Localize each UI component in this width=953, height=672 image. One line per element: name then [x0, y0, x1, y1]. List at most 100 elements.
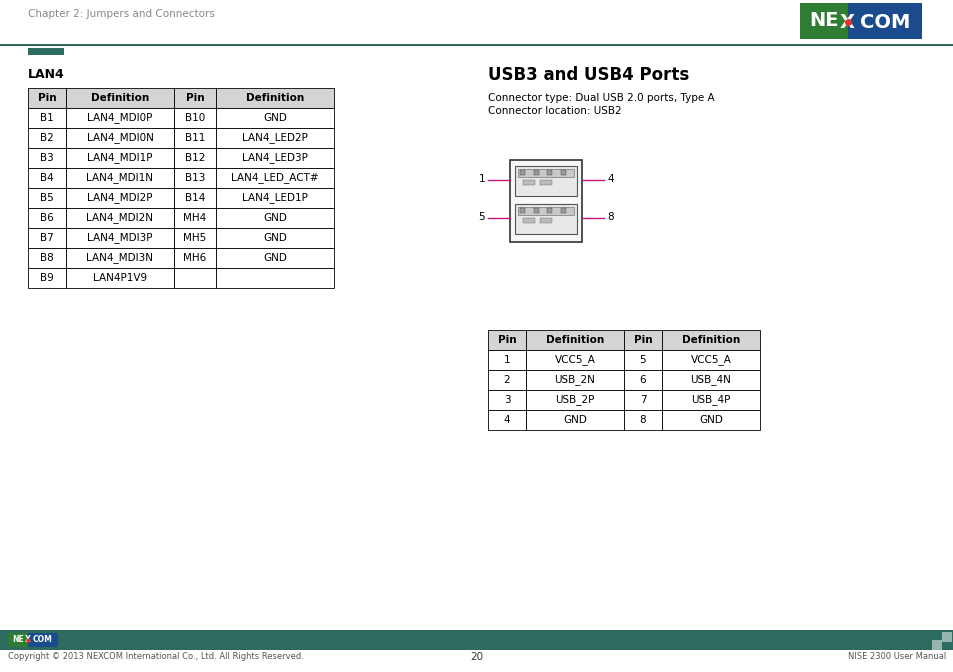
- Bar: [0, 0, 953, 55]
- Text: B1: B1: [40, 113, 53, 123]
- Text: Pin: Pin: [38, 93, 56, 103]
- Text: B6: B6: [40, 213, 53, 223]
- Bar: [0, 630, 953, 650]
- Text: LAN4_MDI1P: LAN4_MDI1P: [87, 153, 152, 163]
- Text: USB_2N: USB_2N: [554, 374, 595, 386]
- Text: Connector location: USB2: Connector location: USB2: [488, 106, 621, 116]
- Text: GND: GND: [263, 253, 287, 263]
- Bar: [547, 170, 552, 175]
- Text: LAN4_MDI2N: LAN4_MDI2N: [87, 212, 153, 224]
- Text: 20: 20: [470, 652, 483, 662]
- Bar: [515, 166, 577, 196]
- Bar: [488, 390, 525, 410]
- Bar: [215, 208, 334, 228]
- Bar: [539, 180, 552, 185]
- Text: B7: B7: [40, 233, 53, 243]
- Text: VCC5_A: VCC5_A: [690, 355, 731, 366]
- Bar: [28, 188, 66, 208]
- Bar: [661, 330, 760, 350]
- Bar: [525, 410, 623, 430]
- Text: VCC5_A: VCC5_A: [554, 355, 595, 366]
- Bar: [173, 268, 215, 288]
- Text: GND: GND: [562, 415, 586, 425]
- Bar: [661, 370, 760, 390]
- Bar: [215, 128, 334, 148]
- Text: LAN4_MDI3N: LAN4_MDI3N: [87, 253, 153, 263]
- Bar: [28, 248, 66, 268]
- Text: NISE 2300 User Manual: NISE 2300 User Manual: [847, 652, 945, 661]
- Bar: [173, 108, 215, 128]
- Bar: [525, 390, 623, 410]
- Bar: [510, 160, 581, 242]
- Text: Pin: Pin: [497, 335, 516, 345]
- Bar: [28, 128, 66, 148]
- Text: Pin: Pin: [186, 93, 204, 103]
- Text: LAN4_LED2P: LAN4_LED2P: [242, 132, 308, 143]
- Bar: [28, 148, 66, 168]
- Text: Definition: Definition: [246, 93, 304, 103]
- Text: B4: B4: [40, 173, 53, 183]
- Text: B11: B11: [185, 133, 205, 143]
- Text: LAN4P1V9: LAN4P1V9: [92, 273, 147, 283]
- Bar: [28, 88, 66, 108]
- Bar: [173, 88, 215, 108]
- Bar: [661, 390, 760, 410]
- Text: 8: 8: [606, 212, 613, 222]
- Bar: [560, 208, 565, 213]
- Text: 3: 3: [503, 395, 510, 405]
- Bar: [517, 169, 574, 177]
- Bar: [525, 350, 623, 370]
- Text: 6: 6: [639, 375, 645, 385]
- Bar: [28, 208, 66, 228]
- Bar: [28, 168, 66, 188]
- Bar: [173, 188, 215, 208]
- Bar: [522, 180, 535, 185]
- Bar: [28, 48, 64, 55]
- Bar: [66, 248, 173, 268]
- Bar: [173, 248, 215, 268]
- Bar: [215, 188, 334, 208]
- Text: NE: NE: [808, 11, 838, 30]
- Text: LAN4_MDI0N: LAN4_MDI0N: [87, 132, 153, 143]
- Bar: [28, 268, 66, 288]
- Bar: [488, 370, 525, 390]
- Bar: [28, 108, 66, 128]
- Bar: [173, 128, 215, 148]
- Text: B9: B9: [40, 273, 53, 283]
- Text: B8: B8: [40, 253, 53, 263]
- Bar: [533, 208, 538, 213]
- Bar: [517, 207, 574, 215]
- Bar: [66, 188, 173, 208]
- Bar: [560, 170, 565, 175]
- Text: GND: GND: [699, 415, 722, 425]
- Bar: [173, 168, 215, 188]
- Text: LAN4_LED3P: LAN4_LED3P: [242, 153, 308, 163]
- Text: B10: B10: [185, 113, 205, 123]
- Text: B5: B5: [40, 193, 53, 203]
- Bar: [215, 108, 334, 128]
- Bar: [488, 410, 525, 430]
- Text: 5: 5: [639, 355, 645, 365]
- Text: 7: 7: [639, 395, 645, 405]
- Bar: [173, 228, 215, 248]
- Bar: [931, 640, 941, 650]
- Bar: [941, 632, 951, 642]
- Text: LAN4_MDI1N: LAN4_MDI1N: [87, 173, 153, 183]
- Bar: [522, 218, 535, 223]
- Bar: [215, 228, 334, 248]
- Text: Definition: Definition: [91, 93, 149, 103]
- Text: X: X: [839, 13, 854, 32]
- Text: USB3 and USB4 Ports: USB3 and USB4 Ports: [488, 66, 688, 84]
- Text: Definition: Definition: [681, 335, 740, 345]
- Text: GND: GND: [263, 213, 287, 223]
- Text: COM: COM: [859, 13, 909, 32]
- Text: X: X: [25, 636, 30, 644]
- Text: GND: GND: [263, 113, 287, 123]
- Text: B3: B3: [40, 153, 53, 163]
- Bar: [539, 218, 552, 223]
- Bar: [66, 88, 173, 108]
- Bar: [215, 248, 334, 268]
- Bar: [0, 44, 953, 46]
- Bar: [623, 370, 661, 390]
- Bar: [661, 410, 760, 430]
